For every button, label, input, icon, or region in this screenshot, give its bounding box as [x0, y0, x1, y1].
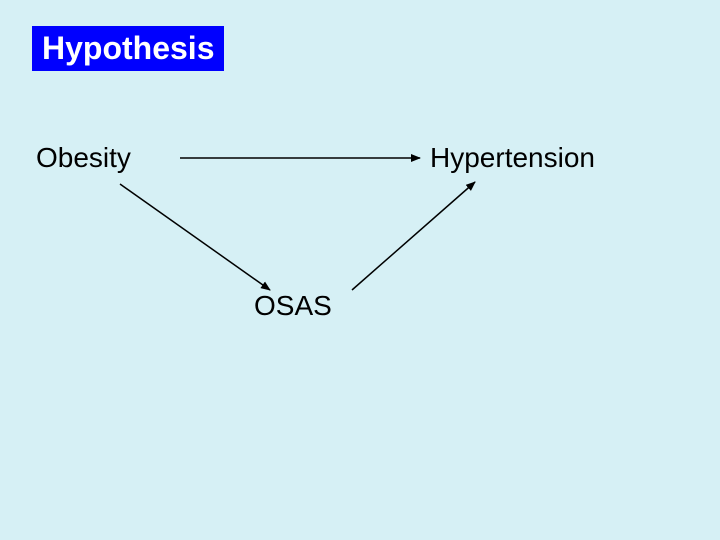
edge-osas-hypertension	[352, 182, 475, 290]
hypothesis-title: Hypothesis	[32, 26, 224, 71]
node-obesity: Obesity	[36, 142, 131, 174]
node-hypertension: Hypertension	[430, 142, 595, 174]
node-osas: OSAS	[254, 290, 332, 322]
edge-obesity-osas	[120, 184, 270, 290]
diagram-canvas: Hypothesis Obesity Hypertension OSAS	[0, 0, 720, 540]
edges-layer	[0, 0, 720, 540]
